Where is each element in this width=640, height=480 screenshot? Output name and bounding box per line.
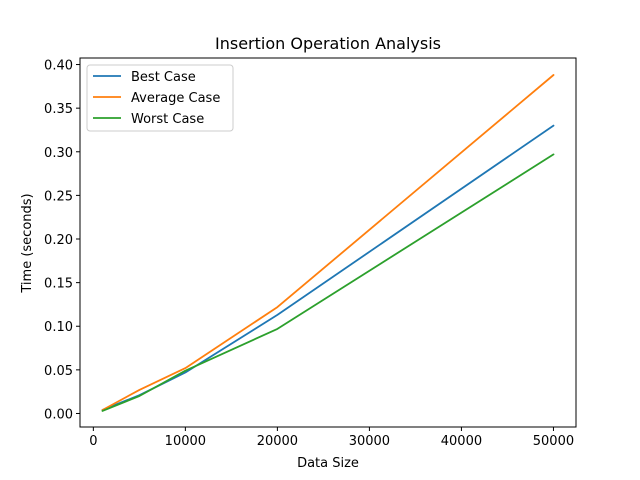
legend-label: Best Case (131, 70, 196, 85)
chart-title: Insertion Operation Analysis (215, 34, 441, 53)
x-axis-ticks: 0 10000 20000 30000 40000 50000 (89, 427, 574, 449)
legend-label: Worst Case (131, 112, 204, 127)
legend-box (86, 64, 234, 132)
y-tick-label: 0.40 (44, 59, 73, 74)
y-tick-label: 0.30 (44, 146, 73, 161)
y-tick-label: 0.20 (44, 233, 73, 248)
y-tick-label: 0.00 (44, 407, 73, 422)
x-tick-label: 20000 (257, 434, 298, 449)
x-tick-label: 30000 (349, 434, 390, 449)
y-tick-label: 0.15 (44, 277, 73, 292)
plot-frame (79, 57, 577, 428)
y-axis-ticks: 0.00 0.05 0.10 0.15 0.20 0.25 0.30 0.35 0.40 (44, 59, 80, 422)
series-line-worst-case (101, 153, 555, 412)
y-tick-label: 0.10 (44, 320, 73, 335)
series-layer (101, 74, 555, 412)
legend-label: Average Case (131, 91, 220, 106)
y-axis-label: Time (seconds) (20, 193, 35, 293)
x-axis-label: Data Size (297, 456, 359, 471)
x-tick-label: 50000 (533, 434, 574, 449)
y-tick-label: 0.25 (44, 189, 73, 204)
x-tick-label: 40000 (441, 434, 482, 449)
legend: Best Case Average Case Worst Case (86, 64, 234, 132)
y-tick-label: 0.35 (44, 102, 73, 117)
x-tick-label: 0 (89, 434, 97, 449)
y-tick-label: 0.05 (44, 364, 73, 379)
x-tick-label: 10000 (165, 434, 206, 449)
series-line-average-case (101, 74, 555, 411)
